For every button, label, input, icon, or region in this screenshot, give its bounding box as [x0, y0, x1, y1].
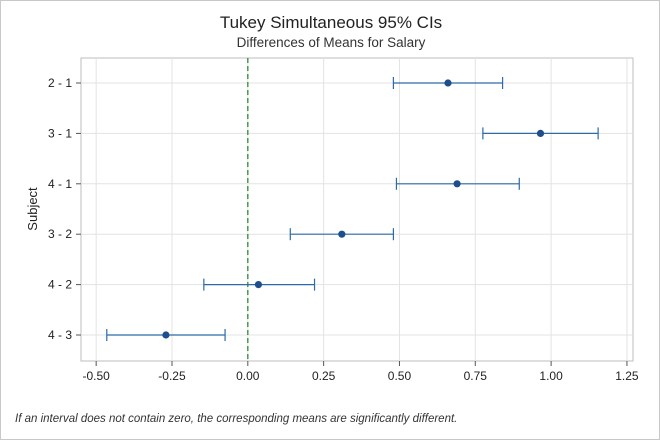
mean-difference-point [162, 331, 170, 339]
x-tick-labels: -0.50 -0.25 0.00 0.25 0.50 0.75 1.00 1.25 [82, 361, 639, 383]
y-axis-label: Subject [25, 187, 40, 231]
x-tick-label: 0.50 [388, 369, 412, 383]
y-tick-label: 4 - 3 [48, 328, 72, 342]
mean-difference-point [536, 129, 545, 137]
y-tick-labels: 2 - 1 3 - 1 4 - 1 3 - 2 4 - 2 4 - 3 [48, 76, 81, 342]
plot-area [80, 57, 634, 362]
x-tick-label: 1.25 [615, 369, 639, 383]
x-tick-label: 0.75 [464, 369, 488, 383]
x-tick-label: 0.00 [236, 369, 260, 383]
footnote: If an interval does not contain zero, th… [15, 413, 457, 425]
x-tick-label: 0.25 [312, 369, 336, 383]
chart-title: Tukey Simultaneous 95% CIs [220, 13, 442, 32]
mean-difference-point [444, 79, 452, 87]
mean-difference-point [338, 230, 346, 238]
chart-subtitle: Differences of Means for Salary [237, 35, 426, 50]
y-tick-label: 2 - 1 [48, 76, 72, 90]
mean-difference-point [453, 180, 461, 188]
mean-difference-point [254, 281, 263, 289]
x-tick-label: 1.00 [539, 369, 563, 383]
y-tick-label: 4 - 2 [48, 278, 72, 292]
y-tick-label: 3 - 1 [48, 126, 72, 140]
y-tick-label: 4 - 1 [48, 177, 72, 191]
y-tick-label: 3 - 2 [48, 227, 72, 241]
x-tick-label: -0.25 [158, 369, 186, 383]
intervals [106, 77, 599, 341]
x-tick-label: -0.50 [82, 369, 110, 383]
